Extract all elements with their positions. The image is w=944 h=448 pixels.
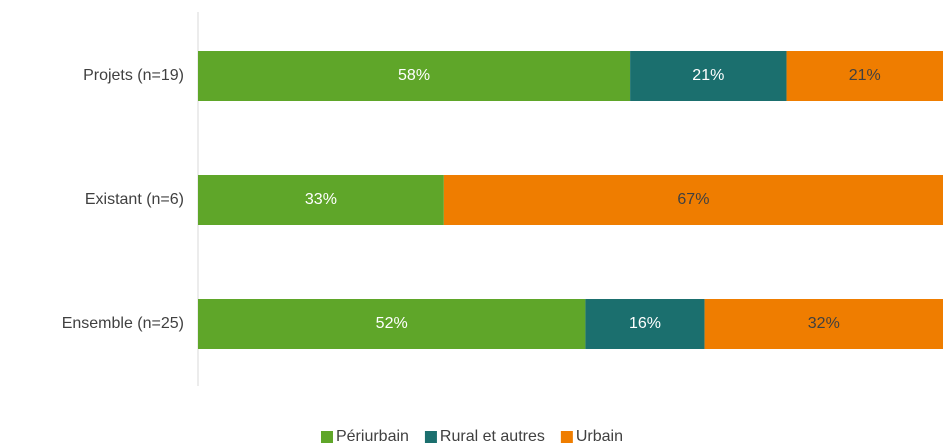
data-label: 52% (376, 315, 408, 332)
y-tick-label: Ensemble (n=25) (62, 315, 184, 332)
legend-label: Urbain (576, 428, 623, 445)
data-label: 67% (677, 191, 709, 208)
legend-swatch (560, 431, 573, 443)
data-label: 21% (692, 67, 724, 84)
bar-segment (630, 51, 787, 101)
bar-segment (198, 51, 631, 101)
legend-label: Périurbain (336, 428, 409, 445)
data-label: 58% (398, 67, 430, 84)
y-tick-label: Projets (n=19) (83, 67, 184, 84)
bar-segment (198, 175, 444, 225)
data-label: 16% (629, 315, 661, 332)
bar-segment (704, 299, 943, 349)
legend-swatch (320, 431, 333, 443)
bar-segment (198, 299, 586, 349)
bar-segment (786, 51, 943, 101)
data-label: 21% (849, 67, 881, 84)
y-tick-label: Existant (n=6) (85, 191, 184, 208)
legend-label: Rural et autres (440, 428, 545, 445)
data-label: 33% (305, 191, 337, 208)
bar-segment (585, 299, 705, 349)
bar-segment (443, 175, 943, 225)
legend-swatch (424, 431, 437, 443)
data-label: 32% (808, 315, 840, 332)
